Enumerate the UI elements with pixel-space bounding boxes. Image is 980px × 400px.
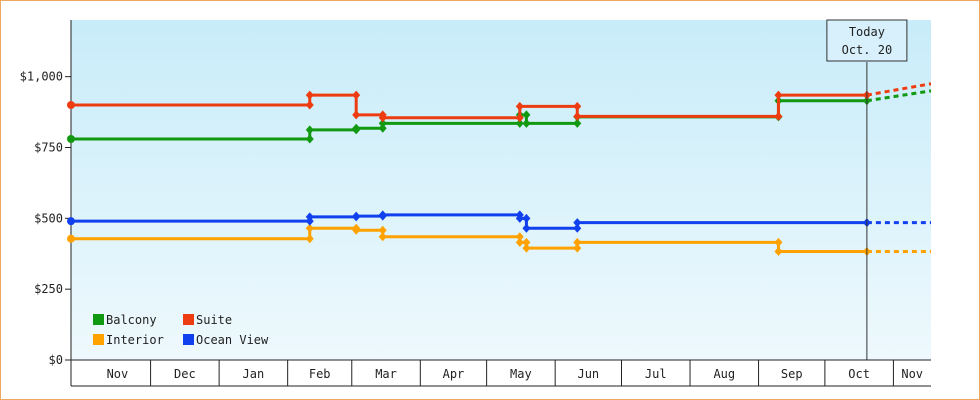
legend-label: Balcony — [106, 313, 157, 327]
data-point — [352, 110, 361, 120]
data-point — [67, 101, 75, 109]
legend-label: Suite — [196, 313, 232, 327]
x-tick-label: May — [510, 367, 532, 381]
data-point — [573, 118, 582, 128]
data-point — [522, 243, 531, 253]
data-point — [522, 213, 531, 223]
data-point — [515, 101, 524, 111]
series-ocean-view — [67, 210, 931, 233]
data-point — [378, 225, 387, 235]
data-point — [67, 135, 75, 143]
data-point — [352, 123, 361, 133]
x-axis: Nov Dec Jan Feb Mar Apr May Jun Jul Aug Sep Oct Nov — [71, 359, 931, 387]
y-tick-label: $500 — [34, 211, 63, 225]
data-point — [774, 246, 783, 256]
data-point — [573, 111, 582, 121]
x-tick-label: Sep — [781, 367, 803, 381]
series-line — [71, 213, 867, 230]
plot-area — [71, 20, 931, 360]
x-tick-label: Jan — [243, 367, 265, 381]
data-point — [378, 118, 387, 128]
series-interior — [67, 223, 931, 256]
data-point — [378, 232, 387, 242]
y-tick-label: $0 — [49, 353, 63, 367]
data-point — [67, 217, 75, 226]
data-point — [573, 218, 582, 228]
x-tick-label: Jun — [577, 367, 599, 381]
x-tick-label: Apr — [443, 367, 465, 381]
y-axis: $0 $250 $500 $750 $1,000 — [20, 20, 72, 386]
x-tick-label: Aug — [713, 367, 735, 381]
data-point — [573, 243, 582, 253]
data-point — [305, 90, 314, 100]
series-layer — [67, 82, 932, 256]
y-tick-label: $1,000 — [20, 70, 63, 84]
x-tick-label: Mar — [375, 367, 397, 381]
data-point — [305, 223, 314, 233]
legend-swatch — [93, 334, 104, 345]
today-marker: Today Oct. 20 — [826, 19, 908, 360]
today-box — [826, 19, 908, 62]
data-point — [305, 234, 314, 244]
data-point — [67, 234, 75, 243]
data-point — [305, 100, 314, 110]
x-tick-label: Feb — [309, 367, 331, 381]
data-point — [378, 123, 387, 133]
data-point — [378, 210, 387, 220]
data-point — [522, 237, 531, 247]
x-tick-label: Nov — [901, 367, 923, 381]
legend: Balcony Suite Interior Ocean View — [93, 313, 269, 347]
data-point — [352, 211, 361, 221]
legend-swatch — [183, 314, 194, 325]
data-point — [774, 111, 783, 121]
series-suite — [67, 82, 932, 123]
series-line — [71, 93, 867, 120]
legend-swatch — [183, 334, 194, 345]
data-point — [573, 101, 582, 111]
data-point — [352, 90, 361, 100]
data-point — [515, 237, 524, 247]
legend-item: Interior — [93, 333, 164, 347]
data-point — [305, 125, 314, 135]
today-date: Oct. 20 — [842, 43, 893, 57]
data-point — [515, 118, 524, 128]
data-point — [522, 223, 531, 233]
data-point — [352, 225, 361, 235]
today-label: Today — [849, 25, 885, 39]
legend-item: Suite — [183, 313, 232, 327]
data-point — [573, 237, 582, 247]
data-point — [515, 232, 524, 242]
x-tick-label: Nov — [107, 367, 129, 381]
legend-label: Ocean View — [196, 333, 269, 347]
y-tick-label: $250 — [34, 282, 63, 296]
projection-line — [866, 89, 932, 103]
data-point — [522, 110, 531, 120]
projection-line — [866, 82, 932, 97]
data-point — [305, 212, 314, 222]
x-tick-label: Oct — [848, 367, 870, 381]
data-point — [515, 213, 524, 223]
data-point — [305, 134, 314, 144]
y-tick-label: $750 — [34, 141, 63, 155]
data-point — [522, 118, 531, 128]
legend-item: Ocean View — [183, 333, 269, 347]
legend-label: Interior — [106, 333, 164, 347]
legend-item: Balcony — [93, 313, 157, 327]
data-point — [515, 113, 524, 123]
data-point — [573, 223, 582, 233]
x-tick-label: Dec — [174, 367, 196, 381]
data-point — [774, 90, 783, 100]
legend-swatch — [93, 314, 104, 325]
data-point — [774, 237, 783, 247]
data-point — [378, 113, 387, 123]
x-tick-label: Jul — [645, 367, 667, 381]
